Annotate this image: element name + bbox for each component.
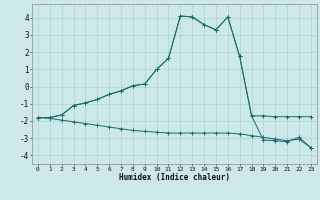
X-axis label: Humidex (Indice chaleur): Humidex (Indice chaleur) [119,173,230,182]
